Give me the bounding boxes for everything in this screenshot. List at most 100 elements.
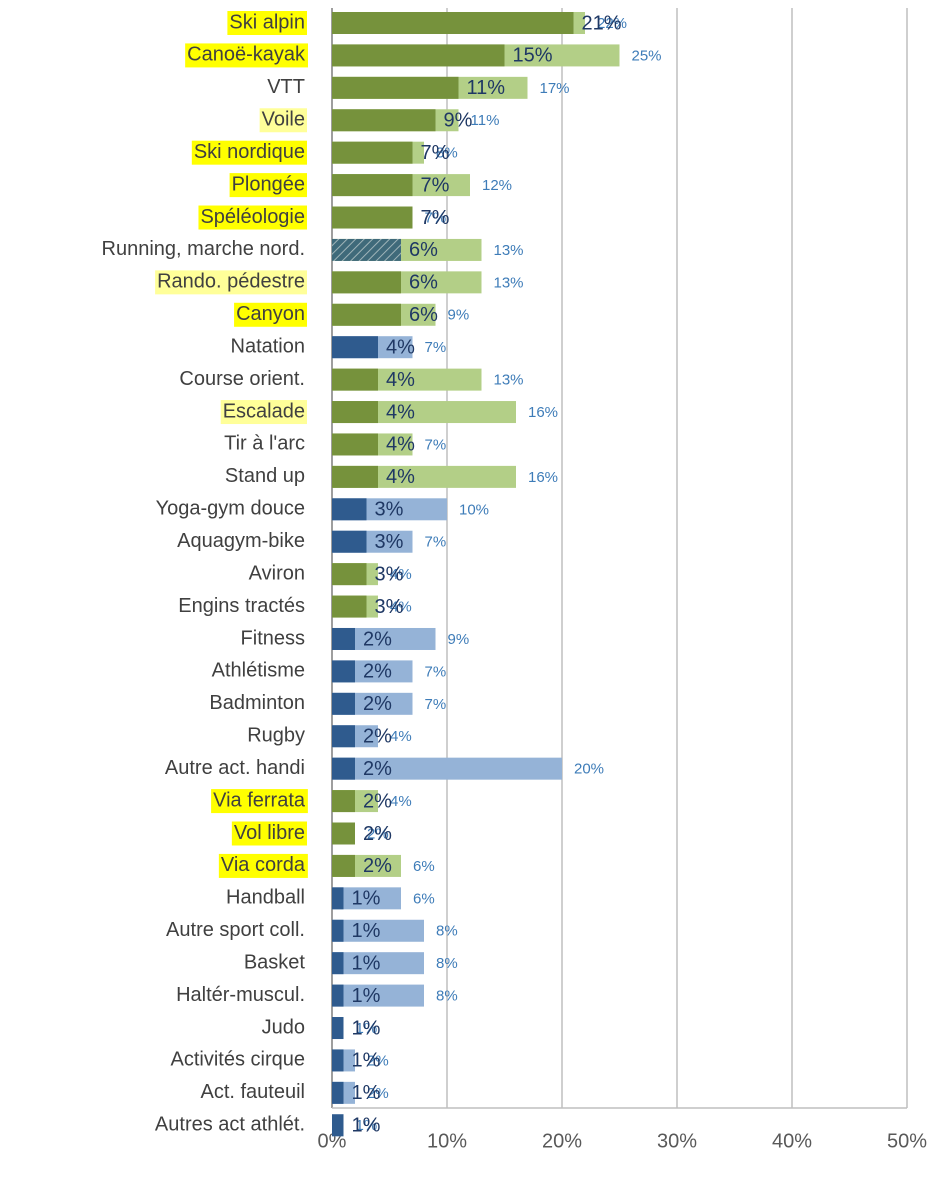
data-label: 15% bbox=[513, 45, 553, 67]
data-label: 4% bbox=[390, 566, 412, 583]
data-label: 16% bbox=[528, 469, 558, 486]
x-tick-label: 40% bbox=[772, 1130, 812, 1152]
data-label: 1% bbox=[352, 952, 381, 974]
data-label: 2% bbox=[363, 758, 392, 780]
bar bbox=[332, 692, 355, 715]
data-label: 7% bbox=[425, 209, 447, 226]
data-label: 10% bbox=[459, 501, 489, 518]
bar bbox=[332, 206, 413, 229]
category-label: VTT bbox=[267, 76, 305, 98]
data-label: 1% bbox=[352, 888, 381, 910]
label-highlight bbox=[198, 205, 307, 230]
category-label: Autre act. handi bbox=[165, 757, 305, 779]
category-label: Aquagym-bike bbox=[177, 530, 305, 552]
data-label: 1% bbox=[352, 985, 381, 1007]
bar bbox=[332, 1049, 344, 1072]
bar bbox=[332, 757, 562, 780]
category-label: Badminton bbox=[209, 692, 305, 714]
data-label: 9% bbox=[448, 307, 470, 324]
bar bbox=[332, 303, 401, 326]
category-label: Plongée bbox=[232, 173, 305, 195]
category-label: Aviron bbox=[249, 562, 305, 584]
bar bbox=[332, 76, 459, 99]
data-label: 4% bbox=[390, 728, 412, 745]
bar bbox=[332, 660, 355, 683]
category-label: Autre sport coll. bbox=[166, 919, 305, 941]
bar bbox=[332, 498, 367, 521]
data-label: 7% bbox=[425, 339, 447, 356]
data-label: 4% bbox=[386, 336, 415, 358]
category-label: Judo bbox=[262, 1016, 305, 1038]
bar bbox=[332, 790, 355, 813]
category-label: Haltér-muscul. bbox=[176, 984, 305, 1006]
data-label: 13% bbox=[494, 274, 524, 291]
data-label: 7% bbox=[421, 207, 450, 229]
bar bbox=[332, 530, 367, 553]
data-label: 22% bbox=[597, 15, 627, 32]
category-label: Via ferrata bbox=[213, 789, 306, 811]
data-label: 6% bbox=[409, 272, 438, 294]
label-highlight bbox=[234, 302, 307, 327]
data-label: 2% bbox=[367, 825, 389, 842]
data-label: 3% bbox=[375, 531, 404, 553]
data-label: 8% bbox=[436, 145, 458, 162]
bar bbox=[332, 44, 505, 67]
bar bbox=[332, 919, 344, 942]
data-label: 7% bbox=[425, 663, 447, 680]
bar bbox=[332, 887, 401, 910]
category-label: Athlétisme bbox=[212, 660, 305, 682]
data-label: 11% bbox=[467, 77, 506, 99]
category-label: Act. fauteuil bbox=[200, 1081, 305, 1103]
x-tick-label: 50% bbox=[887, 1130, 927, 1152]
bar bbox=[332, 984, 344, 1007]
data-label: 7% bbox=[425, 534, 447, 551]
bar bbox=[332, 984, 424, 1007]
data-label: 8% bbox=[436, 923, 458, 940]
bar bbox=[332, 238, 401, 261]
x-tick-label: 30% bbox=[657, 1130, 697, 1152]
category-label: Course orient. bbox=[179, 368, 305, 390]
bar bbox=[332, 627, 436, 650]
category-label: Voile bbox=[262, 109, 305, 131]
label-highlight bbox=[259, 108, 307, 133]
x-tick-label: 20% bbox=[542, 1130, 582, 1152]
data-label: 2% bbox=[363, 855, 392, 877]
bar bbox=[332, 433, 378, 456]
data-label: 4% bbox=[386, 369, 415, 391]
bar bbox=[332, 401, 378, 424]
data-label: 4% bbox=[386, 434, 415, 456]
bar bbox=[332, 174, 413, 197]
category-label: Activités cirque bbox=[171, 1049, 306, 1071]
data-label: 4% bbox=[386, 401, 415, 423]
data-label: 3% bbox=[375, 563, 404, 585]
bar bbox=[332, 141, 413, 164]
label-highlight bbox=[227, 11, 307, 35]
data-label: 6% bbox=[409, 304, 438, 326]
bar bbox=[332, 595, 367, 618]
category-label: Natation bbox=[231, 335, 306, 357]
data-label: 1% bbox=[356, 1020, 378, 1037]
data-label: 2% bbox=[363, 693, 392, 715]
category-label: Running, marche nord. bbox=[102, 238, 305, 260]
data-label: 6% bbox=[413, 858, 435, 875]
data-label: 1% bbox=[352, 1017, 381, 1039]
bar bbox=[332, 952, 424, 975]
label-highlight bbox=[218, 853, 308, 878]
x-tick-label: 10% bbox=[427, 1130, 467, 1152]
category-label: Stand up bbox=[225, 465, 305, 487]
data-label: 1% bbox=[352, 1050, 381, 1072]
data-label: 2% bbox=[367, 1085, 389, 1102]
category-label: Rando. pédestre bbox=[157, 271, 305, 293]
data-label: 4% bbox=[390, 793, 412, 810]
category-label: Engins tractés bbox=[178, 595, 305, 617]
category-label: Via corda bbox=[221, 854, 306, 876]
bar bbox=[332, 109, 436, 132]
bar bbox=[332, 465, 378, 488]
category-label: Canyon bbox=[236, 303, 305, 325]
category-label: Tir à l'arc bbox=[224, 433, 305, 455]
label-highlight bbox=[231, 821, 307, 846]
category-label: Escalade bbox=[223, 400, 305, 422]
data-label: 1% bbox=[352, 1082, 381, 1104]
category-label: Spéléologie bbox=[200, 206, 305, 228]
category-label: Fitness bbox=[241, 627, 305, 649]
